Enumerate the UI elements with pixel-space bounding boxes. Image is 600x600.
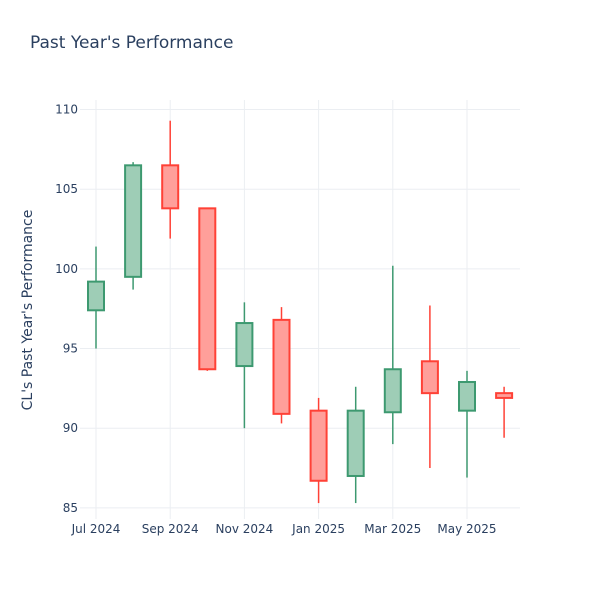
candles bbox=[87, 120, 514, 504]
chart-title: Past Year's Performance bbox=[30, 33, 234, 53]
candle bbox=[383, 265, 402, 445]
candle bbox=[235, 302, 254, 429]
candle bbox=[272, 307, 291, 424]
x-tick-label: Mar 2025 bbox=[364, 522, 421, 536]
candle bbox=[198, 207, 217, 371]
x-tick-label: Nov 2024 bbox=[216, 522, 274, 536]
candle bbox=[458, 370, 476, 478]
x-tick-label: Jan 2025 bbox=[291, 522, 345, 536]
candle-body bbox=[309, 409, 328, 482]
candle bbox=[420, 305, 439, 469]
candle-body bbox=[420, 360, 439, 395]
candle-body bbox=[198, 207, 217, 371]
x-tick-label: Sep 2024 bbox=[142, 522, 199, 536]
y-tick-label: 90 bbox=[63, 421, 78, 435]
y-tick-label: 100 bbox=[55, 262, 78, 276]
candle-body bbox=[346, 409, 365, 477]
y-tick-label: 95 bbox=[63, 342, 78, 356]
candle bbox=[495, 386, 514, 438]
candle-body bbox=[383, 368, 402, 414]
x-ticks: Jul 2024 Sep 2024 Nov 2024 Jan 2025 Mar 2025… bbox=[71, 522, 497, 536]
candle bbox=[346, 386, 365, 504]
candle-body bbox=[124, 164, 143, 278]
candle bbox=[161, 120, 180, 239]
grid-lines bbox=[80, 100, 520, 519]
candle bbox=[309, 397, 328, 504]
x-tick-label: May 2025 bbox=[437, 522, 496, 536]
candle bbox=[124, 162, 143, 290]
candle-body bbox=[272, 318, 291, 415]
candle-body bbox=[235, 322, 254, 368]
y-ticks: 85 90 95 100 105 110 bbox=[55, 103, 78, 515]
y-tick-label: 110 bbox=[55, 103, 78, 117]
y-tick-label: 85 bbox=[63, 501, 78, 515]
candle-body bbox=[87, 280, 105, 312]
x-tick-label: Jul 2024 bbox=[71, 522, 121, 536]
candle-body bbox=[161, 164, 180, 210]
y-tick-label: 105 bbox=[55, 182, 78, 196]
candle bbox=[87, 246, 105, 349]
candle-body bbox=[495, 392, 514, 399]
candle-body bbox=[458, 380, 476, 412]
